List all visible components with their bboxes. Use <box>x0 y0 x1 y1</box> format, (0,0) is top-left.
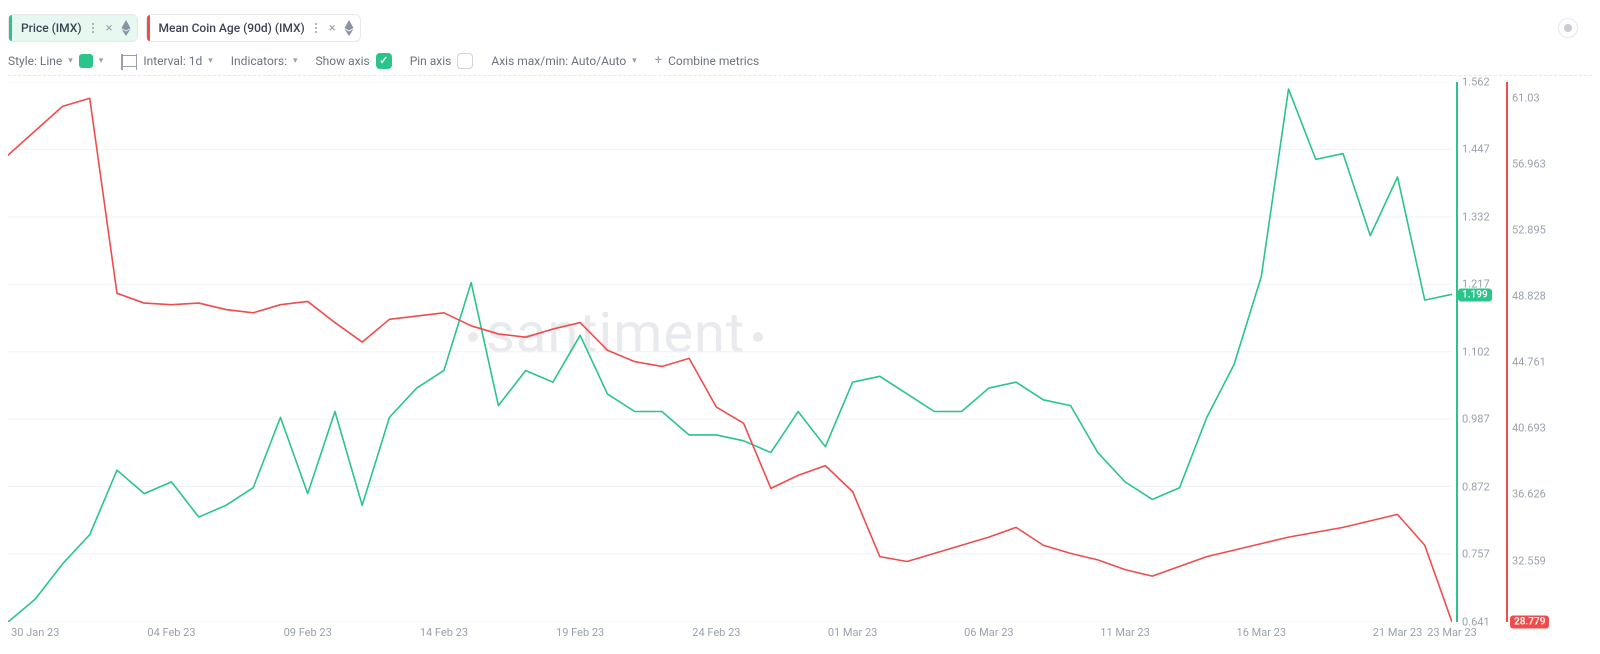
y-tick-label: 52.895 <box>1512 223 1546 236</box>
combine-metrics-button[interactable]: + Combine metrics <box>655 53 759 68</box>
x-tick-label: 30 Jan 23 <box>11 626 59 639</box>
y-tick-label: 61.03 <box>1512 91 1540 104</box>
x-tick-label: 21 Mar 23 <box>1373 626 1423 639</box>
eth-icon <box>344 20 354 36</box>
combine-label: Combine metrics <box>668 54 759 68</box>
current-value-badge-price: 1.199 <box>1458 288 1492 301</box>
y-tick-label: 1.562 <box>1462 76 1490 89</box>
y-tick-label: 0.987 <box>1462 413 1490 426</box>
interval-icon <box>121 55 137 67</box>
chevron-down-icon: ▾ <box>208 56 213 66</box>
x-tick-label: 04 Feb 23 <box>147 626 195 639</box>
checkbox-icon[interactable]: ✓ <box>457 53 473 69</box>
x-tick-label: 14 Feb 23 <box>420 626 468 639</box>
show-axis-label: Show axis <box>316 54 370 68</box>
kebab-icon[interactable] <box>88 23 98 33</box>
checkbox-icon[interactable]: ✓ <box>376 53 392 69</box>
x-tick-label: 06 Mar 23 <box>964 626 1014 639</box>
y-axis-line-price <box>1456 82 1458 622</box>
y-tick-label: 40.693 <box>1512 422 1546 435</box>
style-label: Style: Line <box>8 54 62 68</box>
y-tick-label: 56.963 <box>1512 157 1546 170</box>
chart-container: Price (IMX) × Mean Coin Age (90d) (IMX) … <box>0 0 1600 654</box>
pin-axis-label: Pin axis <box>410 54 452 68</box>
x-axis: 30 Jan 23 04 Feb 23 09 Feb 23 14 Feb 23 19 F… <box>8 626 1452 646</box>
chevron-down-icon: ▾ <box>632 56 637 66</box>
y-tick-label: 1.332 <box>1462 210 1490 223</box>
metric-chips-row: Price (IMX) × Mean Coin Age (90d) (IMX) … <box>8 12 1592 44</box>
chart-toolbar: Style: Line ▾ ▾ Interval: 1d ▾ Indicator… <box>8 52 1592 76</box>
x-tick-label: 16 Mar 23 <box>1237 626 1287 639</box>
kebab-icon[interactable] <box>311 23 321 33</box>
indicators-label: Indicators: <box>231 54 287 68</box>
metric-chip-mean-coin-age[interactable]: Mean Coin Age (90d) (IMX) × <box>146 14 361 42</box>
eth-icon <box>121 20 131 36</box>
indicators-selector[interactable]: Indicators: ▾ <box>231 54 298 68</box>
x-tick-label: 24 Feb 23 <box>692 626 740 639</box>
y-axis-price: 1.5621.4471.3321.2171.1020.9870.8720.757… <box>1462 82 1508 622</box>
interval-label: Interval: 1d <box>143 54 202 68</box>
x-tick-label: 23 Mar 23 <box>1427 626 1477 639</box>
y-tick-label: 0.872 <box>1462 480 1490 493</box>
metric-chip-color-bar <box>147 15 150 41</box>
style-selector[interactable]: Style: Line ▾ ▾ <box>8 54 103 68</box>
status-indicator[interactable] <box>1558 18 1578 38</box>
chevron-down-icon: ▾ <box>68 56 73 66</box>
x-tick-label: 11 Mar 23 <box>1100 626 1150 639</box>
x-tick-label: 01 Mar 23 <box>828 626 878 639</box>
close-icon[interactable]: × <box>104 21 115 36</box>
metric-chip-color-bar <box>9 15 12 41</box>
series-color-swatch[interactable] <box>79 54 93 68</box>
y-tick-label: 1.102 <box>1462 345 1490 358</box>
y-tick-label: 0.757 <box>1462 547 1490 560</box>
axis-minmax-label: Axis max/min: Auto/Auto <box>491 54 626 68</box>
plus-icon: + <box>655 53 662 68</box>
chart-plot[interactable] <box>8 82 1452 622</box>
x-tick-label: 09 Feb 23 <box>284 626 332 639</box>
close-icon[interactable]: × <box>327 21 338 36</box>
current-value-badge-coin-age: 28.779 <box>1510 616 1549 629</box>
y-axis-coin-age: 61.03 56.963 52.895 48.828 44.761 40.693 36.62… <box>1512 82 1562 622</box>
chevron-down-icon: ▾ <box>99 56 104 66</box>
metric-chip-label: Price (IMX) <box>19 21 82 35</box>
y-tick-label: 32.559 <box>1512 554 1546 567</box>
show-axis-toggle[interactable]: Show axis ✓ <box>316 53 392 69</box>
y-tick-label: 1.447 <box>1462 143 1490 156</box>
metric-chip-label: Mean Coin Age (90d) (IMX) <box>157 21 305 35</box>
axis-minmax-selector[interactable]: Axis max/min: Auto/Auto ▾ <box>491 54 636 68</box>
chevron-down-icon: ▾ <box>293 56 298 66</box>
y-tick-label: 48.828 <box>1512 290 1546 303</box>
interval-selector[interactable]: Interval: 1d ▾ <box>121 54 212 68</box>
metric-chip-price[interactable]: Price (IMX) × <box>8 14 138 42</box>
y-tick-label: 36.626 <box>1512 488 1546 501</box>
x-tick-label: 19 Feb 23 <box>556 626 604 639</box>
y-tick-label: 44.761 <box>1512 356 1546 369</box>
pin-axis-toggle[interactable]: Pin axis ✓ <box>410 53 474 69</box>
